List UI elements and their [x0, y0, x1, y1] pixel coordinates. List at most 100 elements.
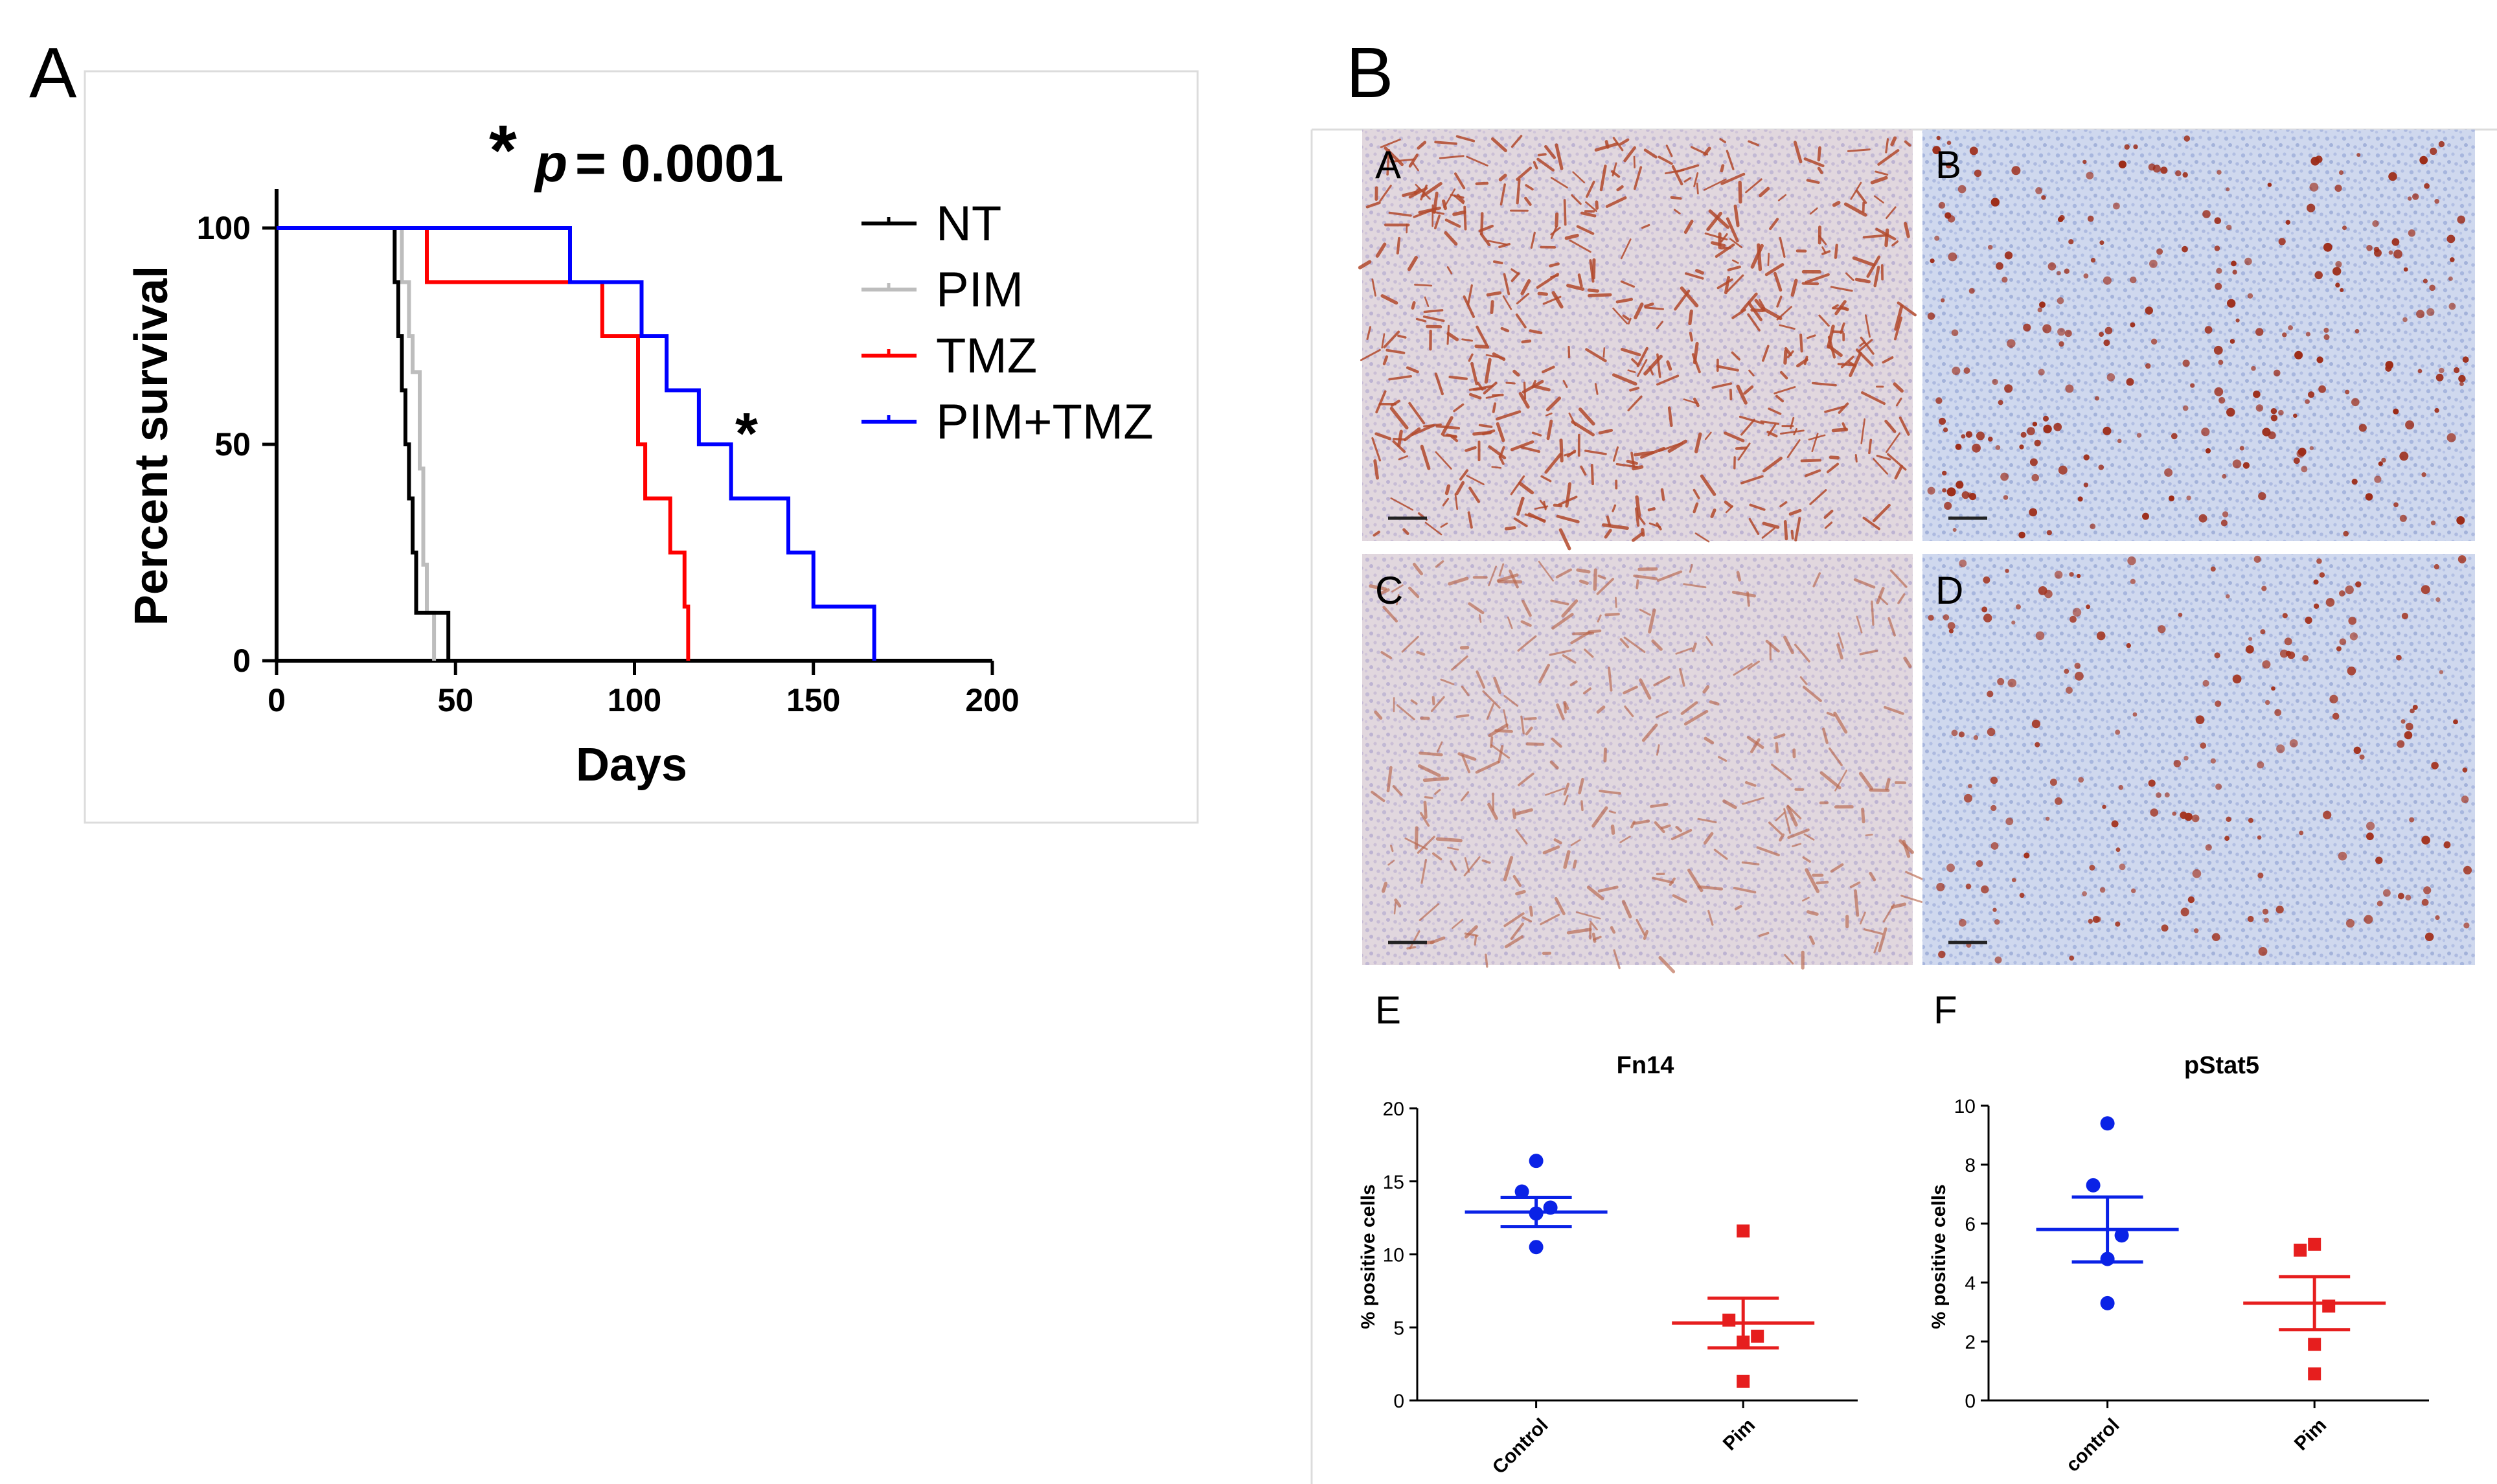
stain-mark	[1380, 651, 1393, 659]
stain-vessels-a	[1358, 135, 1917, 551]
stain-mark	[1408, 187, 1428, 199]
stain-mark	[2011, 166, 2021, 176]
stain-mark	[1833, 711, 1848, 734]
stain-mark	[2210, 758, 2216, 764]
stain-mark	[2294, 350, 2303, 360]
stain-mark	[1440, 522, 1448, 528]
stain-mark	[1845, 272, 1854, 281]
stain-mark	[2423, 886, 2432, 895]
km-y-tick-label: 50	[214, 426, 251, 462]
stain-mark	[2276, 744, 2285, 753]
stain-mark	[1802, 856, 1811, 863]
stain-mark	[1390, 158, 1415, 163]
stain-mark	[1510, 922, 1524, 941]
stain-mark	[1511, 272, 1520, 282]
stain-mark	[1578, 407, 1595, 426]
stain-mark	[2064, 668, 2069, 674]
stain-mark	[1615, 297, 1634, 304]
stain-mark	[1837, 363, 1856, 367]
stain-mark	[2175, 170, 2182, 177]
stain-mark	[1869, 871, 1876, 882]
stain-mark	[1392, 440, 1406, 453]
stain-mark	[1861, 807, 1865, 824]
stain-mark	[1587, 629, 1602, 634]
stain-mark	[1715, 243, 1735, 258]
stain-mark	[2064, 268, 2069, 274]
stain-mark	[1544, 144, 1556, 159]
stain-mark	[1680, 701, 1698, 715]
stain-mark	[1459, 469, 1469, 481]
stain-mark	[2305, 332, 2310, 337]
stain-mark	[2443, 841, 2451, 849]
stain-mark	[2299, 830, 2304, 836]
stain-mark	[1455, 714, 1470, 718]
stain-mark	[1620, 280, 1636, 288]
stain-mark	[1566, 928, 1592, 935]
stain-mark	[2274, 709, 2282, 716]
stain-mark	[1422, 315, 1445, 323]
stain-mark	[1884, 419, 1897, 433]
stain-mark	[1718, 755, 1727, 762]
stain-mark	[1952, 528, 1957, 532]
km-curves	[277, 226, 876, 661]
stain-mark	[1485, 354, 1505, 360]
stain-mark	[1463, 856, 1481, 876]
stain-mark	[2354, 328, 2360, 334]
stain-mark	[1378, 588, 1390, 596]
stain-mark	[1665, 144, 1673, 157]
stain-mark	[1693, 488, 1700, 499]
stain-mark	[1767, 253, 1770, 266]
stain-mark	[1586, 885, 1604, 900]
stain-mark	[1946, 863, 1955, 873]
stain-mark	[1963, 793, 1973, 803]
stain-mark	[1811, 433, 1819, 453]
stain-mark	[1522, 916, 1533, 923]
dotplot-y-tick-label: 0	[1393, 1391, 1404, 1412]
stain-mark	[2282, 613, 2288, 619]
stain-mark	[2039, 301, 2046, 308]
stain-mark	[1485, 394, 1500, 399]
stain-mark	[1644, 306, 1664, 310]
stain-mark	[1517, 635, 1537, 652]
stain-mark	[1490, 137, 1507, 152]
stain-mark	[1941, 298, 1945, 303]
km-curve-star: *	[735, 402, 758, 466]
stain-mark	[1955, 481, 1964, 489]
stain-mark	[2439, 670, 2444, 674]
stain-mark	[1988, 245, 1993, 250]
stain-mark	[1510, 440, 1534, 451]
stain-mark	[1620, 238, 1632, 260]
stain-mark	[1564, 451, 1576, 457]
stain-mark	[1834, 244, 1838, 259]
dotplot-point	[2114, 1228, 2129, 1243]
dotplot-point	[1751, 1329, 1764, 1343]
stain-mark	[1484, 358, 1492, 384]
stain-mark	[1758, 931, 1770, 937]
stain-mark	[2182, 405, 2189, 411]
stain-mark	[1775, 394, 1784, 403]
stain-mark	[1360, 348, 1381, 361]
stain-mark	[1551, 737, 1562, 748]
stain-mark	[1704, 736, 1715, 745]
stain-mark	[2462, 767, 2468, 773]
stain-mark	[1472, 431, 1492, 436]
stain-mark	[1516, 166, 1533, 181]
stain-mark	[1578, 777, 1584, 795]
stain-mark	[2279, 649, 2288, 658]
stain-mark	[2325, 598, 2335, 607]
stain-mark	[1676, 164, 1700, 173]
stain-mark	[2293, 413, 2297, 418]
stain-mark	[1836, 643, 1843, 660]
stain-mark	[2323, 810, 2332, 819]
stain-mark	[1860, 336, 1875, 355]
stain-mark	[2373, 246, 2380, 253]
stain-mark	[2316, 356, 2323, 363]
stain-mark	[1893, 316, 1903, 341]
stain-mark	[2338, 170, 2344, 176]
km-y-tick-label: 0	[233, 643, 251, 679]
stain-mark	[1959, 919, 1967, 927]
stain-mark	[1739, 415, 1764, 425]
stain-mark	[1545, 396, 1562, 412]
stain-mark	[2212, 933, 2220, 941]
stain-mark	[2434, 407, 2439, 413]
